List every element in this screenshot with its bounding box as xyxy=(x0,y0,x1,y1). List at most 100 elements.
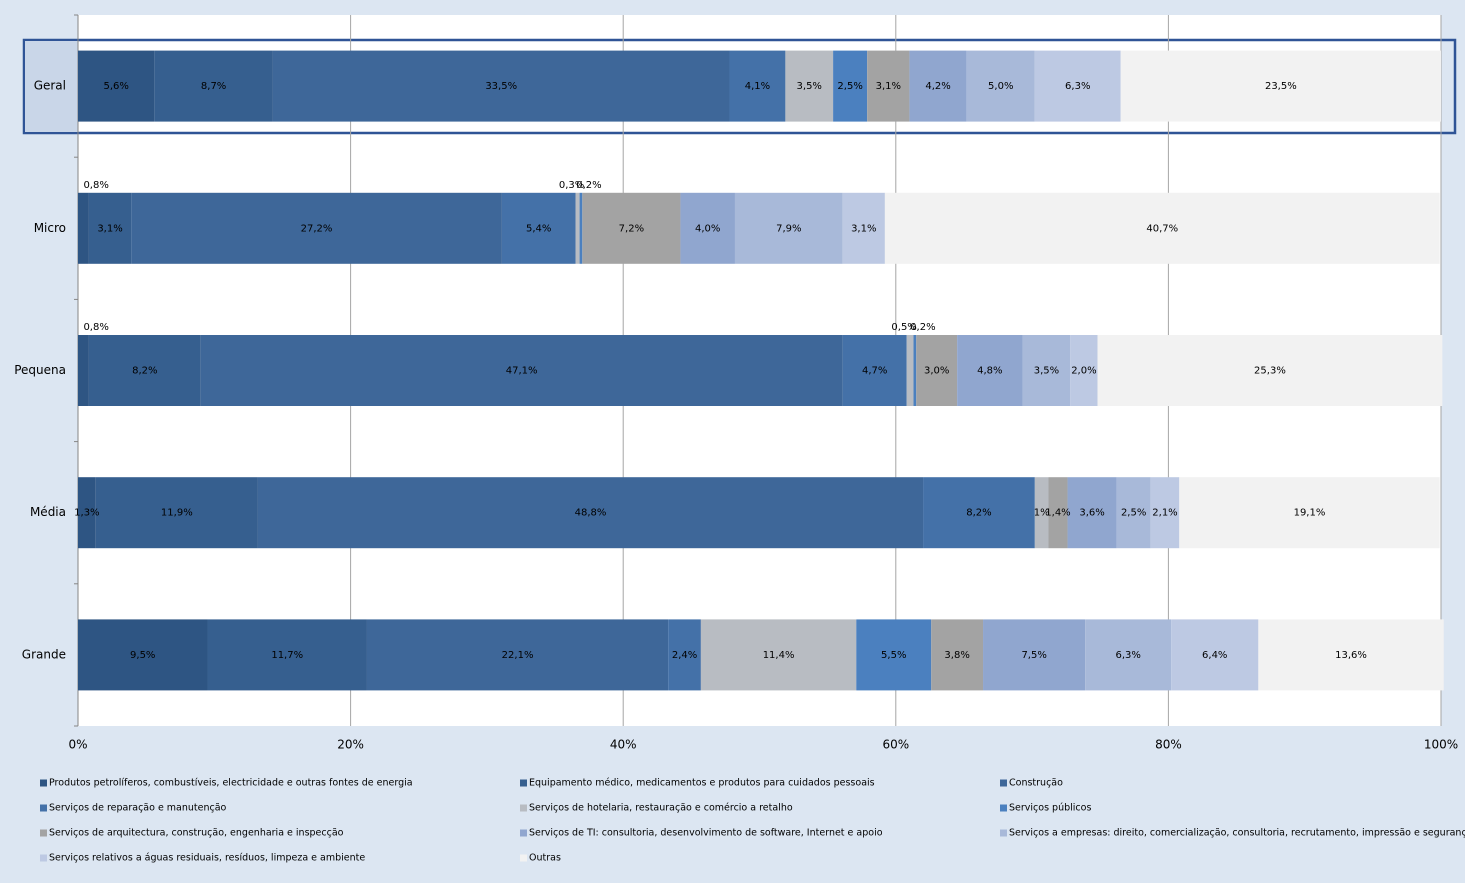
bar-segment xyxy=(680,192,735,264)
y-tick-label: Geral xyxy=(34,79,66,93)
x-tick-label: 0% xyxy=(68,738,87,752)
data-label: 19,1% xyxy=(1294,508,1326,519)
legend-label: Serviços a empresas: direito, comerciali… xyxy=(1009,828,1465,839)
data-label: 9,5% xyxy=(130,650,155,661)
data-label: 1,4% xyxy=(1045,508,1070,519)
legend-swatch xyxy=(40,854,47,862)
bar-segment xyxy=(78,619,208,691)
data-label: 1,3% xyxy=(74,508,99,519)
bar-segment xyxy=(1067,477,1117,549)
data-label: 2,5% xyxy=(1121,508,1146,519)
bar-segment xyxy=(833,50,868,122)
data-label: 6,3% xyxy=(1065,81,1090,92)
bar-segment xyxy=(131,192,502,264)
data-label: 23,5% xyxy=(1265,81,1297,92)
data-label: 13,6% xyxy=(1335,650,1367,661)
legend-label: Serviços relativos a águas residuais, re… xyxy=(49,853,365,864)
legend-swatch xyxy=(40,804,47,812)
legend-swatch xyxy=(520,854,527,862)
data-label: 7,9% xyxy=(776,223,801,234)
data-label: 3,0% xyxy=(924,366,949,377)
data-label: 11,7% xyxy=(271,650,303,661)
legend-swatch xyxy=(40,829,47,837)
bar-segment xyxy=(867,50,910,122)
bar-segment xyxy=(785,50,834,122)
data-label: 6,3% xyxy=(1115,650,1140,661)
data-label: 0,5% xyxy=(891,322,916,333)
legend-label: Serviços de arquitectura, construção, en… xyxy=(49,828,344,839)
bar-segment xyxy=(1179,477,1440,549)
bar-segment xyxy=(579,192,583,264)
bar-segment xyxy=(842,192,885,264)
bar-segment xyxy=(842,335,907,406)
legend-label: Serviços de reparação e manutenção xyxy=(49,803,227,814)
bar-segment xyxy=(1034,477,1049,549)
legend-swatch xyxy=(40,779,47,787)
bar-segment xyxy=(923,477,1035,549)
data-label: 25,3% xyxy=(1254,366,1286,377)
data-label: 47,1% xyxy=(506,366,538,377)
y-tick-label: Grande xyxy=(22,647,66,661)
bar-segment xyxy=(366,619,669,691)
legend-label: Construção xyxy=(1009,778,1063,789)
bar-segment xyxy=(1070,335,1098,406)
bar-segment xyxy=(1022,335,1071,406)
bar-segment xyxy=(78,477,96,549)
data-label: 0,8% xyxy=(83,322,108,333)
data-label: 11,4% xyxy=(763,650,795,661)
data-label: 1% xyxy=(1034,508,1050,519)
bar-segment xyxy=(154,50,273,122)
bar-segment xyxy=(729,50,786,122)
data-label: 4,7% xyxy=(862,366,887,377)
bar-segment xyxy=(207,619,367,691)
bar-segment xyxy=(1258,619,1444,691)
bar-segment xyxy=(909,50,967,122)
data-label: 2,4% xyxy=(672,650,697,661)
data-label: 5,4% xyxy=(526,223,551,234)
legend-label: Serviços de TI: consultoria, desenvolvim… xyxy=(529,828,883,839)
legend-swatch xyxy=(1000,779,1007,787)
data-label: 0,2% xyxy=(576,180,601,191)
bar-segment xyxy=(884,192,1440,264)
bar-segment xyxy=(966,50,1035,122)
data-label: 0,2% xyxy=(910,322,935,333)
bar-segment xyxy=(1171,619,1259,691)
bar-segment xyxy=(95,477,258,549)
legend-swatch xyxy=(1000,804,1007,812)
data-label: 22,1% xyxy=(502,650,534,661)
data-label: 4,0% xyxy=(695,223,720,234)
data-label: 3,1% xyxy=(876,81,901,92)
bar-segment xyxy=(78,335,89,406)
bar-segment xyxy=(668,619,701,691)
legend-label: Serviços de hotelaria, restauração e com… xyxy=(529,803,793,814)
data-label: 5,0% xyxy=(988,81,1013,92)
data-label: 3,6% xyxy=(1079,508,1104,519)
data-label: 0,8% xyxy=(83,180,108,191)
bar-segment xyxy=(1097,335,1443,406)
y-tick-label: Micro xyxy=(34,221,66,235)
data-label: 8,7% xyxy=(201,81,226,92)
data-label: 5,5% xyxy=(881,650,906,661)
data-label: 27,2% xyxy=(301,223,333,234)
x-tick-label: 100% xyxy=(1424,738,1458,752)
data-label: 2,1% xyxy=(1152,508,1177,519)
data-label: 6,4% xyxy=(1202,650,1227,661)
x-tick-label: 20% xyxy=(337,738,364,752)
bar-segment xyxy=(575,192,580,264)
data-label: 48,8% xyxy=(575,508,607,519)
data-label: 4,1% xyxy=(745,81,770,92)
bar-segment xyxy=(582,192,681,264)
bar-segment xyxy=(78,50,155,122)
data-label: 11,9% xyxy=(161,508,193,519)
bar-segment xyxy=(906,335,914,406)
legend-swatch xyxy=(520,829,527,837)
data-label: 8,2% xyxy=(966,508,991,519)
legend-swatch xyxy=(520,779,527,787)
bar-segment xyxy=(1150,477,1180,549)
bar-segment xyxy=(700,619,857,691)
bar-segment xyxy=(983,619,1086,691)
bar-segment xyxy=(856,619,932,691)
data-label: 2,5% xyxy=(837,81,862,92)
bar-segment xyxy=(957,335,1023,406)
bar-segment xyxy=(272,50,730,122)
